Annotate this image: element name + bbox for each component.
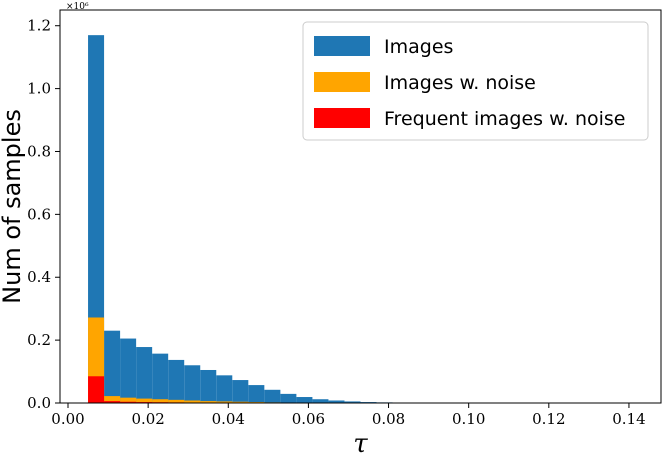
bar-1-2 <box>104 330 121 403</box>
bar-2-7 <box>184 400 201 403</box>
bar-2-9 <box>216 401 233 403</box>
x-axis-title: τ <box>353 429 368 457</box>
bar-1-11 <box>248 385 265 403</box>
y-tick-label: 1.2 <box>27 17 51 35</box>
bar-1-16 <box>328 400 345 403</box>
y-tick-label: 0.8 <box>27 142 51 160</box>
x-tick-label: 0.12 <box>532 410 565 428</box>
bar-1-8 <box>200 369 217 403</box>
y-tick-label: 1.0 <box>27 80 51 98</box>
bar-2-5 <box>152 399 169 403</box>
bar-1-10 <box>232 380 249 403</box>
y-tick-label: 0.2 <box>27 331 51 349</box>
bar-2-8 <box>200 401 217 403</box>
legend-box <box>302 21 649 141</box>
bar-3-2 <box>104 401 121 403</box>
bar-1-4 <box>136 347 153 403</box>
bar-1-6 <box>168 359 185 403</box>
x-tick-label: 0.08 <box>372 410 405 428</box>
x-tick-label: 0.10 <box>452 410 485 428</box>
x-tick-label: 0.04 <box>212 410 245 428</box>
bar-2-2 <box>104 396 121 403</box>
bar-2-6 <box>168 399 185 403</box>
y-tick-label: 0.0 <box>27 394 51 412</box>
x-tick-label: 0.00 <box>51 410 84 428</box>
x-tick-label: 0.14 <box>612 410 645 428</box>
axes-layer: 0.00 0.02 0.04 0.06 0.08 0.10 0.12 0.14 0.0 0.2 0.… <box>27 9 662 428</box>
y-axis-title: Num of samples <box>0 109 26 304</box>
bar-1-14 <box>296 397 313 403</box>
y-tick-label: 0.4 <box>27 268 51 286</box>
legend-label: Images w. noise <box>384 72 536 94</box>
y-scale-label: ×10⁶ <box>66 2 89 12</box>
bar-2-3 <box>120 397 137 403</box>
bar-2-4 <box>136 398 153 403</box>
bar-1-17 <box>344 401 361 403</box>
bar-1-13 <box>280 393 297 403</box>
bar-1-1 <box>88 35 105 403</box>
bar-3-3 <box>120 401 137 403</box>
bar-1-12 <box>264 389 281 403</box>
legend-swatch <box>314 108 370 128</box>
x-tick-label: 0.02 <box>131 410 164 428</box>
legend-label: Frequent images w. noise <box>384 108 625 130</box>
bar-1-15 <box>312 399 329 403</box>
legend-swatch <box>314 72 370 92</box>
x-tick-label: 0.06 <box>292 410 325 428</box>
bar-1-5 <box>152 353 169 403</box>
legend: Images Images w. noise Frequent images w. … <box>302 21 649 141</box>
legend-swatch <box>314 36 370 56</box>
bar-1-7 <box>184 365 201 403</box>
bar-3-1 <box>88 376 105 403</box>
y-tick-label: 0.6 <box>27 205 51 223</box>
plot-frame <box>59 9 662 404</box>
bar-1-3 <box>120 338 137 403</box>
bar-2-10 <box>232 401 249 403</box>
legend-label: Images <box>384 36 453 58</box>
bar-1-9 <box>216 375 233 403</box>
